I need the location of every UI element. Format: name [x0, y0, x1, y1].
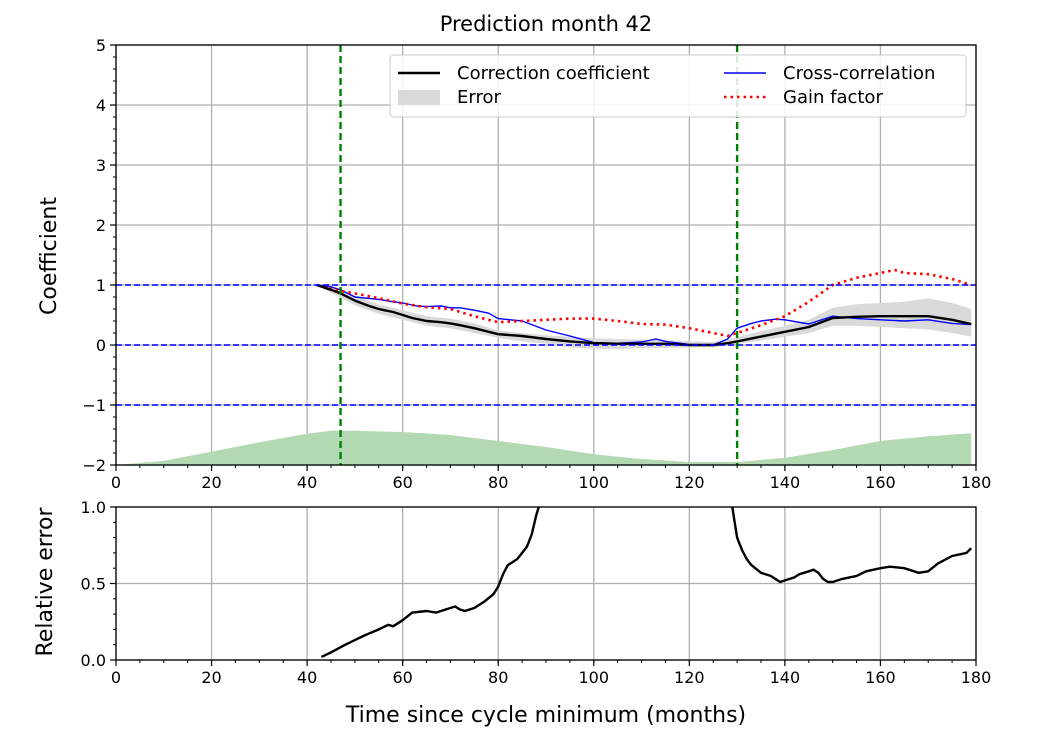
y-tick-label: −1: [82, 396, 106, 415]
y-tick-label: 0.0: [81, 651, 106, 670]
y-tick-label: 2: [96, 216, 106, 235]
y-tick-label: 1.0: [81, 498, 106, 517]
x-tick-label: 20: [201, 668, 221, 687]
x-tick-label: 40: [297, 473, 317, 492]
y-tick-label: 5: [96, 36, 106, 55]
x-tick-label: 0: [111, 668, 121, 687]
y-tick-label: 1: [96, 276, 106, 295]
top-y-axis-label: Coefficient: [37, 197, 62, 315]
x-tick-label: 100: [579, 668, 610, 687]
legend-label-cross-correlation: Cross-correlation: [783, 63, 935, 84]
x-tick-label: 80: [488, 668, 508, 687]
y-tick-label: 0: [96, 336, 106, 355]
legend-box: [389, 54, 967, 118]
legend-label-error: Error: [457, 87, 501, 108]
relative-error-late-series: [731, 507, 973, 584]
bottom-plot: 0 20 40 60 80 100 120 140 160 180 0.0 0.5 1.0: [81, 498, 992, 687]
legend-label-correction-coefficient: Correction coefficient: [457, 63, 650, 84]
correction-coefficient-series: [316, 283, 972, 347]
x-tick-label: 20: [201, 473, 221, 492]
x-tick-label: 40: [297, 668, 317, 687]
cycle-profile-series: [116, 430, 972, 465]
legend: Correction coefficient Cross-correlation E…: [389, 54, 967, 118]
y-tick-label: 4: [96, 96, 106, 115]
y-tick-label: −2: [82, 456, 106, 475]
x-tick-label: 160: [865, 473, 896, 492]
x-tick-label: 100: [579, 473, 610, 492]
x-tick-label: 120: [674, 473, 705, 492]
y-tick-label: 0.5: [81, 575, 106, 594]
x-tick-label: 140: [770, 668, 801, 687]
x-tick-label: 80: [488, 473, 508, 492]
y-tick-label: 3: [96, 156, 106, 175]
x-tick-label: 120: [674, 668, 705, 687]
plot-frame: [115, 44, 977, 466]
x-tick-label: 180: [961, 473, 992, 492]
error-series: [316, 285, 972, 350]
x-tick-label: 60: [392, 668, 412, 687]
legend-label-gain-factor: Gain factor: [783, 87, 883, 108]
bottom-y-axis-label: Relative error: [33, 507, 58, 657]
legend-swatch-error: [398, 90, 440, 105]
x-axis-label: Time since cycle minimum (months): [345, 703, 746, 728]
x-tick-label: 60: [392, 473, 412, 492]
plot-frame: [115, 506, 977, 661]
x-tick-label: 0: [111, 473, 121, 492]
chart-title: Prediction month 42: [440, 12, 653, 36]
x-tick-label: 180: [961, 668, 992, 687]
gain-factor-series: [316, 268, 972, 338]
relative-error-series: [320, 507, 540, 658]
x-tick-label: 160: [865, 668, 896, 687]
x-tick-label: 140: [770, 473, 801, 492]
